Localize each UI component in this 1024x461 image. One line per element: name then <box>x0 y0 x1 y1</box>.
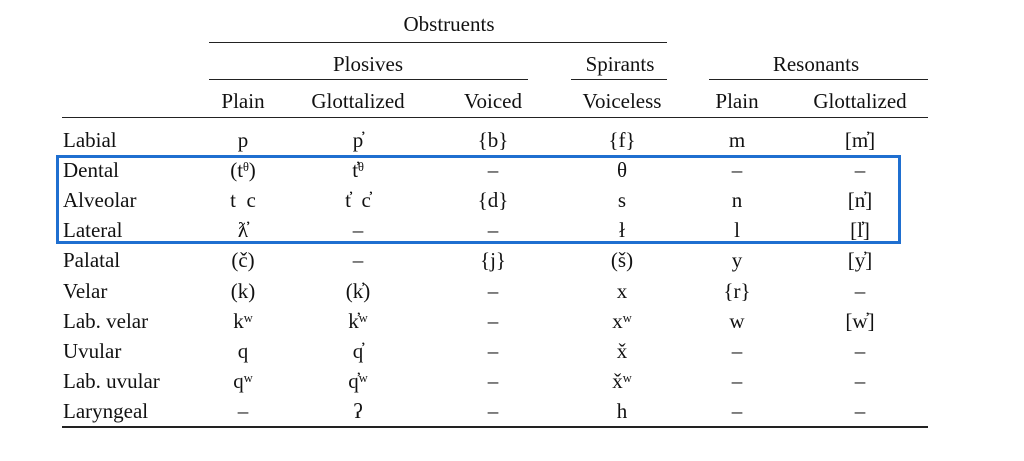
header-obstruents: Obstruents <box>403 12 495 36</box>
table-cell: {f} <box>608 128 636 152</box>
rule-header-bottom <box>62 117 928 118</box>
table-cell: – <box>731 158 743 183</box>
table-cell: t c <box>230 188 256 213</box>
table-cell: – <box>487 278 499 303</box>
table-cell: ʔ <box>353 398 363 423</box>
column-header: Plain <box>221 89 265 113</box>
table-cell: {d} <box>477 188 509 213</box>
table-cell: [l̓] <box>850 218 870 243</box>
table-cell: {j} <box>480 248 506 273</box>
row-label: Labial <box>63 128 117 152</box>
column-header: Plain <box>715 89 759 113</box>
table-cell: kʷ <box>233 308 253 333</box>
table-cell: p <box>237 128 249 152</box>
table-cell: – <box>731 338 743 363</box>
column-header: Voiced <box>464 89 522 113</box>
table-cell: – <box>487 398 499 423</box>
table-cell: qʷ <box>233 368 253 393</box>
row-label: Laryngeal <box>63 398 149 423</box>
table-cell: – <box>731 398 743 423</box>
rule-table-bottom <box>62 426 928 428</box>
row-label: Alveolar <box>63 188 137 213</box>
rule-plosives <box>209 79 528 80</box>
highlight-box <box>56 155 901 244</box>
row-label: Lateral <box>63 218 123 243</box>
rule-obstruents <box>209 42 667 43</box>
row-label: Lab. uvular <box>63 368 160 393</box>
row-label: Lab. velar <box>63 308 149 333</box>
table-cell: (k̓) <box>345 278 371 303</box>
table-cell: – <box>854 368 866 393</box>
header-plosives: Plosives <box>332 52 404 76</box>
table-cell: xʷ <box>612 308 632 333</box>
table-cell: – <box>352 248 364 273</box>
column-header: Glottalized <box>813 89 907 113</box>
table-cell: – <box>487 308 499 333</box>
header-resonants: Resonants <box>772 52 860 76</box>
table-cell: t̓ c̓ <box>345 188 371 213</box>
table-cell: [w̓] <box>845 308 875 333</box>
table-cell: x <box>616 278 628 303</box>
table-cell: (č) <box>231 248 255 273</box>
table-cell: [y̓] <box>847 248 873 273</box>
table-cell: x̌ <box>616 338 628 363</box>
table-cell: (š) <box>610 248 634 273</box>
row-label: Velar <box>63 278 108 303</box>
table-cell: ł <box>619 218 625 243</box>
row-label: Dental <box>63 158 119 183</box>
table-cell: l <box>734 218 740 243</box>
table-cell: q̓ <box>352 338 364 363</box>
table-cell: – <box>854 398 866 423</box>
header-spirants: Spirants <box>585 52 655 76</box>
table-cell: {r} <box>723 278 751 303</box>
table-cell: y <box>731 248 743 273</box>
column-header: Voiceless <box>582 89 662 113</box>
table-cell: – <box>487 338 499 363</box>
table-cell: (tᶿ) <box>230 158 256 183</box>
table-cell: [n̓] <box>847 188 873 213</box>
table-cell: – <box>352 218 364 243</box>
table-cell: – <box>854 338 866 363</box>
table-cell: s <box>617 188 627 213</box>
row-label: Palatal <box>63 248 121 273</box>
table-cell: – <box>487 368 499 393</box>
table-cell: [m̓] <box>844 128 876 152</box>
table-cell: θ <box>616 158 628 183</box>
table-cell: – <box>854 278 866 303</box>
row-label: Uvular <box>63 338 122 363</box>
table-cell: h <box>616 398 628 423</box>
table-cell: (k) <box>230 278 256 303</box>
table-cell: – <box>487 158 499 183</box>
table-cell: k̓ʷ <box>348 308 368 333</box>
table-cell: – <box>854 158 866 183</box>
table-cell: x̌ʷ <box>612 368 632 393</box>
table-cell: {b} <box>477 128 509 152</box>
table-cell: q <box>237 338 249 363</box>
rule-resonants <box>709 79 928 80</box>
table-cell: t̓ᶿ <box>352 158 364 183</box>
column-header: Glottalized <box>311 89 405 113</box>
table-cell: – <box>487 218 499 243</box>
table-cell: ƛ̓ <box>237 218 249 243</box>
table-cell: p̓ <box>352 128 364 152</box>
table-cell: – <box>731 368 743 393</box>
table-cell: n <box>731 188 743 213</box>
table-cell: m <box>728 128 746 152</box>
rule-spirants <box>571 79 667 80</box>
table-cell: q̓ʷ <box>348 368 368 393</box>
table-cell: – <box>237 398 249 423</box>
table-cell: w <box>729 308 745 333</box>
